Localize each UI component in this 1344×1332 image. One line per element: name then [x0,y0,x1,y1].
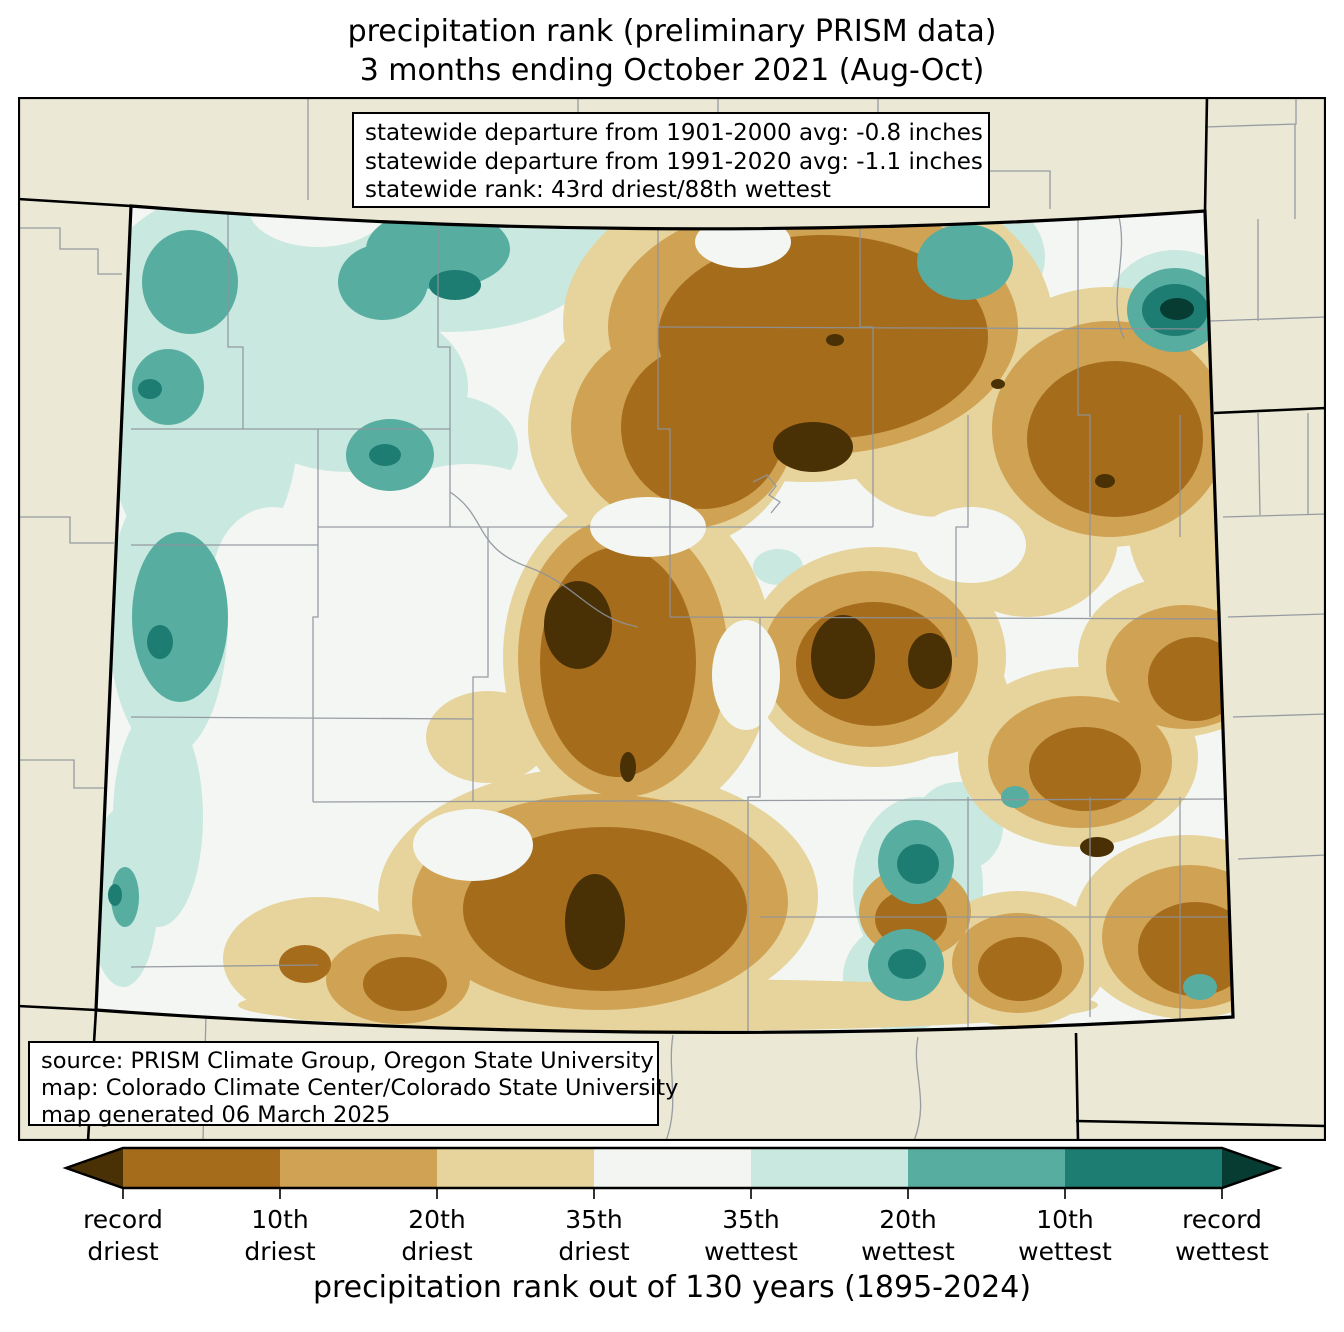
legend-swatch-near-normal [594,1148,751,1188]
map-frame [17,96,1327,1142]
wet-20th-regions [111,209,1223,1001]
record-wettest-spot [1160,298,1194,320]
stats-line-3: statewide rank: 43rd driest/88th wettest [365,177,831,203]
legend-caption: precipitation rank out of 130 years (189… [312,1270,1032,1305]
legend-label-35th-driest: 35th driest [558,1205,630,1266]
legend-ticks [122,1188,1223,1199]
legend-label-record-driest: record driest [83,1205,163,1266]
legend-swatch-10th-wettest [1065,1148,1222,1188]
legend-swatch-35th-wettest [751,1148,908,1188]
legend-colorbar [62,1146,1283,1199]
statewide-stats-box: statewide departure from 1901-2000 avg: … [352,112,990,208]
legend-swatch-20th-wettest [908,1148,1065,1188]
legend-arrow-record-driest [66,1148,123,1188]
map-area [17,96,1327,1142]
legend-swatch-20th-driest [280,1148,437,1188]
legend-arrow-record-wettest [1222,1148,1279,1188]
legend-label-10th-driest: 10th driest [244,1205,316,1266]
legend-swatch-10th-driest [123,1148,280,1188]
record-driest-spots [544,334,1115,970]
legend-label-10th-wettest: 10th wettest [1018,1205,1112,1266]
figure-title: precipitation rank (preliminary PRISM da… [0,12,1344,90]
legend-label-20th-wettest: 20th wettest [861,1205,955,1266]
stats-line-2: statewide departure from 1991-2020 avg: … [365,148,983,175]
wet-10th-spots [108,270,1208,979]
neighbor-state-borders [17,96,1327,1142]
title-line-1: precipitation rank (preliminary PRISM da… [347,14,997,49]
stats-line-1: statewide departure from 1901-2000 avg: … [365,120,983,146]
colorado-county-lines [130,207,1233,1033]
legend-label-35th-wettest: 35th wettest [704,1205,798,1266]
colorado-state-border [94,204,1235,1035]
source-credit-box: source: PRISM Climate Group, Oregon Stat… [28,1041,679,1128]
colorado-precipitation-map [17,96,1327,1142]
plains-gaps [413,216,1026,881]
source-line-1: source: PRISM Climate Group, Oregon Stat… [41,1048,654,1074]
legend-label-record-wettest: record wettest [1175,1205,1269,1266]
legend-label-20th-driest: 20th driest [401,1205,473,1266]
legend-swatch-35th-driest [437,1148,594,1188]
source-line-3: map generated 06 March 2025 [41,1102,391,1128]
title-line-2: 3 months ending October 2021 (Aug-Oct) [359,53,985,88]
source-line-2: map: Colorado Climate Center/Colorado St… [41,1075,679,1101]
